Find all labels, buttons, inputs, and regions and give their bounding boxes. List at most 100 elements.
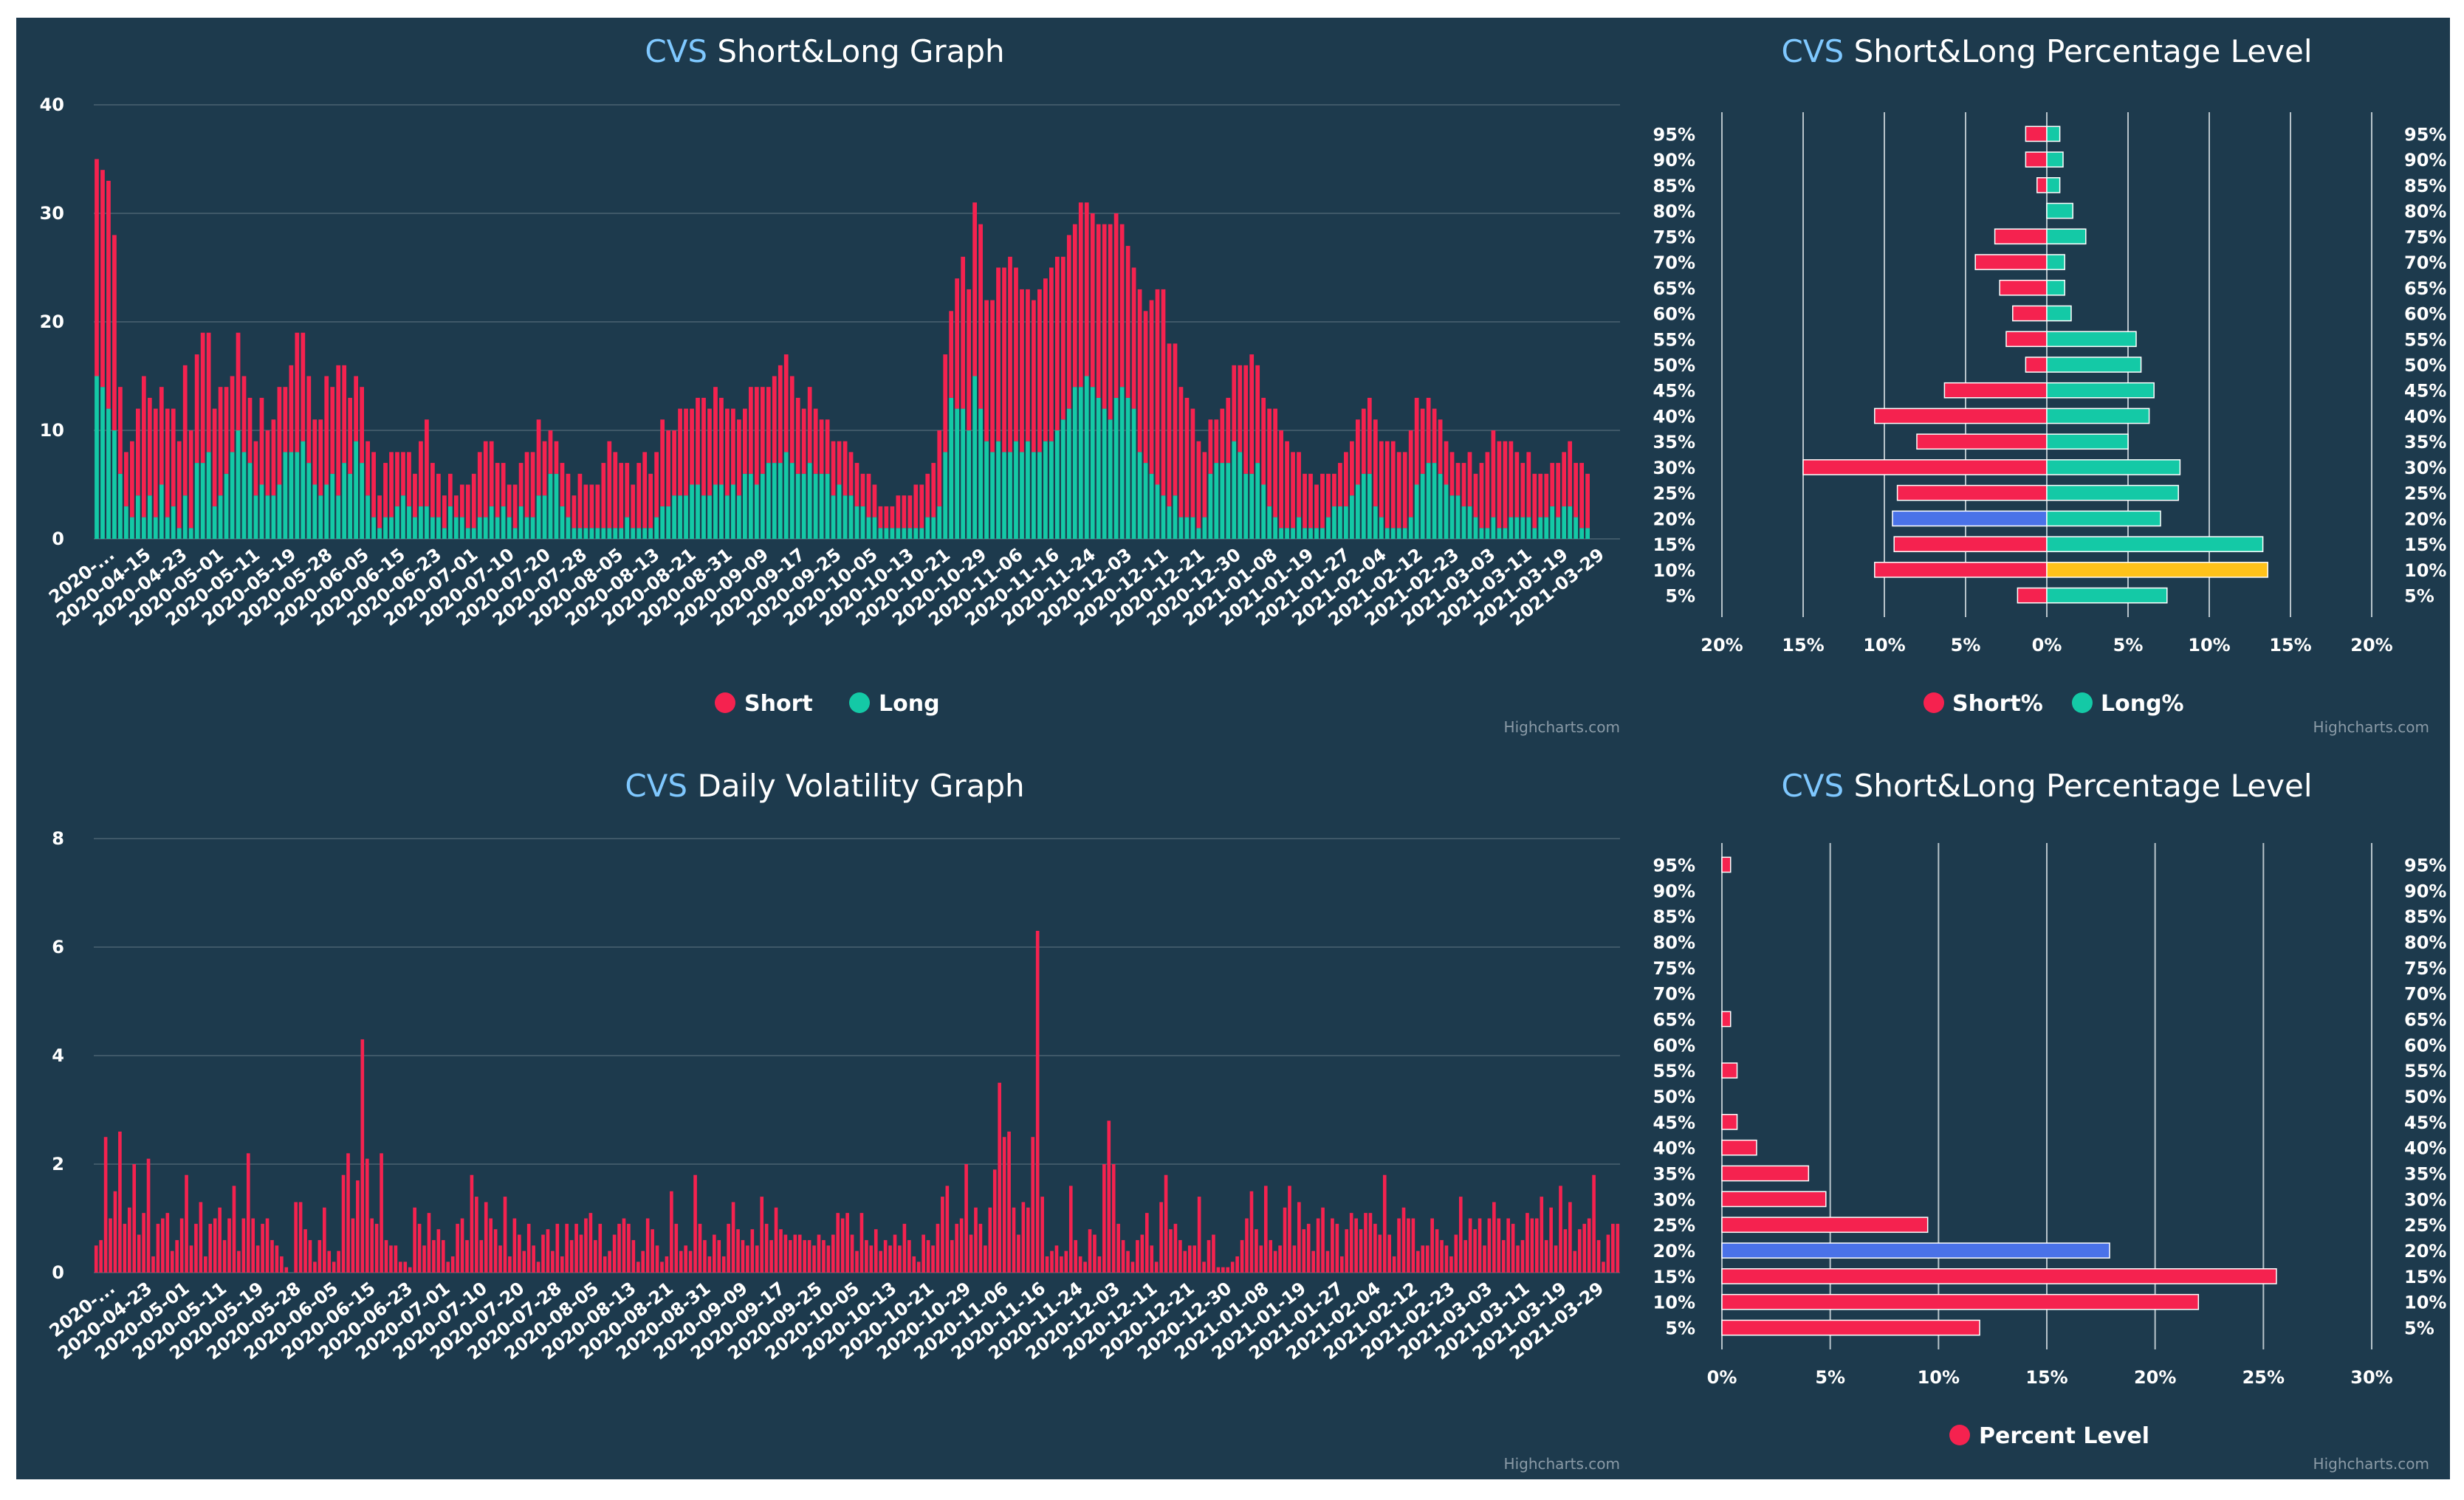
short-bar[interactable] (1994, 228, 2048, 245)
short-bar[interactable] (247, 397, 253, 464)
long-bar[interactable] (972, 376, 977, 540)
long-bar[interactable] (1544, 517, 1549, 539)
short-bar[interactable] (907, 495, 913, 529)
short-bar[interactable] (766, 387, 771, 464)
volatility-bar[interactable] (1187, 1245, 1192, 1273)
short-bar[interactable] (259, 397, 264, 485)
short-bar[interactable] (566, 473, 571, 517)
short-bar[interactable] (1367, 397, 1372, 474)
long-bar[interactable] (583, 528, 588, 539)
long-bar[interactable] (1214, 463, 1219, 539)
long-bar[interactable] (253, 495, 258, 539)
volatility-bar[interactable] (836, 1213, 840, 1273)
percentage-bottom-legend[interactable]: Percent Level (1949, 1423, 2149, 1449)
long-bar[interactable] (1396, 528, 1401, 539)
volatility-bar[interactable] (916, 1262, 921, 1273)
long-bar[interactable] (1485, 528, 1490, 539)
volatility-bar[interactable] (403, 1262, 408, 1273)
long-bar[interactable] (913, 528, 919, 539)
volatility-bar[interactable] (651, 1229, 654, 1273)
volatility-bar[interactable] (436, 1229, 441, 1273)
short-bar[interactable] (265, 430, 270, 496)
volatility-bar[interactable] (750, 1229, 755, 1273)
volatility-bar[interactable] (356, 1180, 360, 1273)
short-bar[interactable] (748, 387, 753, 474)
volatility-bar[interactable] (1364, 1213, 1367, 1273)
legend-long-label[interactable]: Long (879, 691, 940, 717)
volatility-bar[interactable] (275, 1245, 279, 1273)
long-bar[interactable] (259, 484, 264, 540)
long-bar[interactable] (1273, 517, 1278, 539)
volatility-bar[interactable] (598, 1223, 603, 1273)
short-bar[interactable] (1479, 463, 1484, 529)
short-bar[interactable] (1491, 430, 1496, 517)
volatility-bar[interactable] (907, 1239, 911, 1273)
volatility-bar[interactable] (883, 1239, 888, 1273)
long-bar[interactable] (672, 495, 676, 539)
short-bar[interactable] (1249, 354, 1255, 474)
short-long-bars[interactable] (95, 159, 1590, 540)
volatility-bar[interactable] (1573, 1250, 1577, 1273)
long-bar[interactable] (1432, 463, 1437, 539)
long-bar[interactable] (1279, 528, 1283, 539)
short-bar[interactable] (1184, 397, 1190, 517)
long-bar[interactable] (1167, 506, 1172, 539)
short-bar[interactable] (1999, 279, 2048, 296)
long-bar[interactable] (1526, 517, 1531, 539)
volatility-bar[interactable] (1577, 1229, 1582, 1273)
long-bar[interactable] (1226, 463, 1231, 539)
long-bar[interactable] (937, 506, 942, 539)
long-bar[interactable] (996, 441, 1001, 539)
long-bar[interactable] (678, 495, 682, 539)
long-bar[interactable] (2046, 433, 2129, 450)
long-bar[interactable] (636, 528, 642, 539)
short-bar[interactable] (306, 376, 312, 464)
short-bar[interactable] (1084, 202, 1089, 376)
percent-level-bar[interactable] (1721, 1165, 1810, 1182)
volatility-bar[interactable] (1468, 1218, 1472, 1273)
long-bar[interactable] (1520, 517, 1526, 539)
long-bar[interactable] (1461, 506, 1466, 539)
short-bar[interactable] (583, 484, 588, 529)
long-bar[interactable] (247, 463, 253, 539)
long-bar[interactable] (188, 528, 193, 539)
volatility-bar[interactable] (1526, 1213, 1529, 1273)
volatility-bar[interactable] (941, 1197, 944, 1273)
short-bar[interactable] (1373, 419, 1378, 506)
short-bar[interactable] (554, 441, 559, 474)
legend-percent-level-label[interactable]: Percent Level (1979, 1423, 2149, 1449)
volatility-bar[interactable] (1416, 1250, 1420, 1273)
long-bar[interactable] (200, 463, 205, 539)
volatility-bar[interactable] (241, 1218, 246, 1273)
long-bar[interactable] (1143, 463, 1148, 539)
short-bar[interactable] (106, 180, 111, 409)
volatility-bar[interactable] (1054, 1245, 1059, 1273)
volatility-bar[interactable] (308, 1239, 312, 1273)
short-bar[interactable] (925, 473, 930, 517)
volatility-bar[interactable] (1511, 1223, 1515, 1273)
short-bar[interactable] (1137, 289, 1142, 453)
percentage-top-legend[interactable]: Short% Long% (1924, 691, 2184, 717)
short-bar[interactable] (477, 452, 482, 517)
volatility-bar[interactable] (1035, 930, 1040, 1273)
short-bar[interactable] (837, 441, 842, 485)
volatility-bar[interactable] (1421, 1245, 1425, 1273)
volatility-bar[interactable] (208, 1223, 213, 1273)
volatility-bar[interactable] (427, 1213, 431, 1273)
long-bar[interactable] (548, 473, 553, 539)
long-bar[interactable] (696, 484, 700, 540)
short-bar[interactable] (147, 397, 152, 496)
volatility-bar[interactable] (94, 1245, 98, 1273)
long-bar[interactable] (896, 528, 901, 539)
long-bar[interactable] (1249, 473, 1255, 539)
volatility-bar[interactable] (1339, 1256, 1344, 1273)
volatility-bar[interactable] (1164, 1174, 1168, 1273)
volatility-bar[interactable] (764, 1223, 769, 1273)
long-bar[interactable] (330, 473, 335, 539)
volatility-bar[interactable] (1454, 1234, 1458, 1273)
long-bar[interactable] (2046, 536, 2264, 552)
long-bar[interactable] (1449, 495, 1455, 539)
volatility-bar[interactable] (237, 1250, 241, 1273)
volatility-bar[interactable] (707, 1256, 712, 1273)
long-bar[interactable] (336, 495, 341, 539)
